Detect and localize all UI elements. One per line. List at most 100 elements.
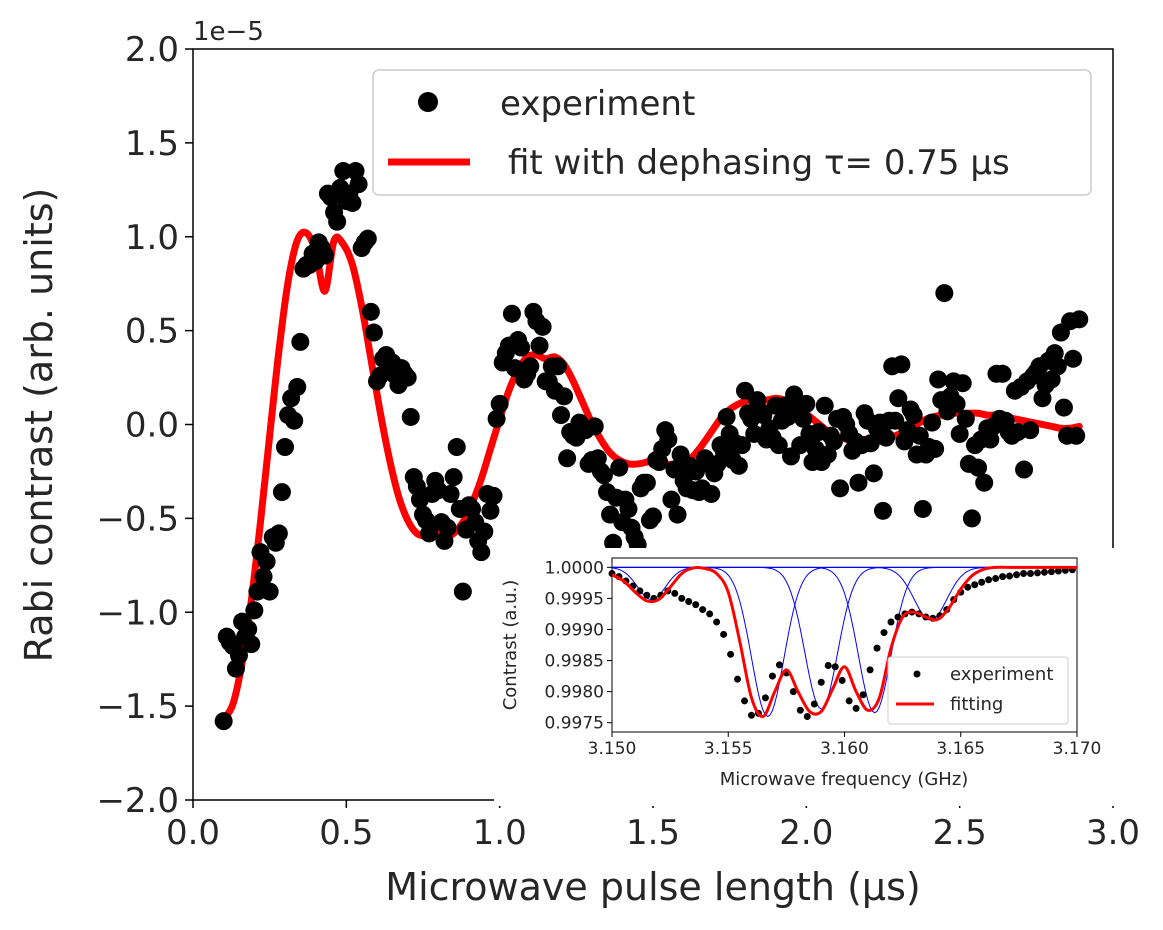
- main-data-point: [245, 601, 264, 620]
- main-data-point: [371, 366, 390, 385]
- main-data-point: [276, 438, 294, 457]
- inset-data-point: [873, 644, 881, 652]
- main-data-point: [861, 434, 880, 453]
- main-data-point: [736, 381, 754, 400]
- main-y-axis-label: Rabi contrast (arb. units): [17, 188, 61, 663]
- main-y-tick-label: 0.5: [125, 312, 179, 352]
- inset-data-point: [720, 630, 728, 638]
- main-data-point: [892, 355, 911, 374]
- inset-legend-label-experiment: experiment: [950, 664, 1053, 685]
- inset-data-point: [636, 587, 644, 595]
- inset-y-axis-label: Contrast (a.u.): [500, 580, 521, 711]
- inset-data-point: [803, 712, 811, 720]
- main-data-point: [472, 543, 491, 562]
- main-data-point: [969, 458, 988, 477]
- main-data-point: [420, 524, 439, 543]
- main-y-tick-label: 2.0: [125, 30, 179, 70]
- main-data-point: [594, 466, 613, 485]
- inset-data-point: [831, 663, 839, 671]
- inset-data-point: [1006, 572, 1014, 580]
- main-data-point: [475, 522, 494, 541]
- main-data-point: [444, 468, 463, 487]
- main-data-point: [401, 407, 420, 426]
- main-data-point: [272, 483, 291, 502]
- main-data-point: [398, 368, 417, 387]
- inset-fitting-curve: [611, 565, 1077, 718]
- main-y-tick-label: 0.0: [125, 406, 179, 446]
- inset-y-tick-label: 0.9995: [545, 589, 604, 609]
- main-data-point: [453, 582, 472, 601]
- main-data-point: [874, 501, 892, 520]
- inset-x-tick-label: 3.165: [936, 739, 985, 759]
- main-data-point: [315, 246, 334, 265]
- main-data-point: [502, 304, 521, 323]
- main-y-tick-label: 1.5: [125, 124, 179, 164]
- inset-data-point: [748, 711, 755, 719]
- inset-data-point: [789, 688, 797, 696]
- inset-data-point: [985, 576, 993, 584]
- main-data-point: [1064, 349, 1083, 368]
- inset-data-point: [838, 676, 846, 684]
- main-data-point: [729, 456, 748, 475]
- main-x-tick-label: 0.5: [319, 813, 373, 853]
- main-x-tick-label: 1.0: [473, 813, 527, 853]
- main-y-tick-label: 1.0: [125, 218, 179, 258]
- main-data-point: [929, 370, 948, 389]
- main-legend-label-experiment: experiment: [500, 84, 695, 124]
- main-data-point: [447, 438, 466, 457]
- main-data-point: [288, 377, 307, 396]
- main-data-point: [358, 229, 377, 248]
- main-x-axis-label: Microwave pulse length (μs): [385, 865, 920, 909]
- inset-data-point: [817, 678, 825, 686]
- main-data-point: [702, 484, 721, 503]
- main-data-point: [877, 428, 896, 447]
- main-data-point: [610, 458, 629, 477]
- main-data-point: [923, 413, 942, 432]
- main-legend-label-fit: fit with dephasing τ= 0.75 μs: [508, 143, 1010, 183]
- inset-data-point: [796, 706, 804, 714]
- inset-data-point: [1033, 569, 1041, 577]
- inset-data-point: [761, 694, 769, 702]
- inset-data-point: [775, 661, 783, 669]
- main-data-point: [1021, 421, 1040, 440]
- main-data-point: [950, 424, 969, 443]
- inset-x-tick-label: 3.170: [1053, 739, 1102, 759]
- inset-data-point: [678, 594, 686, 602]
- main-data-point: [1048, 357, 1067, 376]
- main-data-point: [349, 175, 368, 194]
- inset-data-point: [706, 610, 714, 618]
- main-data-point: [364, 323, 383, 342]
- main-data-point: [269, 524, 288, 543]
- main-data-point: [242, 635, 261, 654]
- inset-data-point: [999, 573, 1007, 581]
- inset-data-point: [1013, 571, 1021, 579]
- main-data-point: [886, 411, 905, 430]
- main-x-tick-label: 1.5: [626, 813, 680, 853]
- inset-data-point: [671, 589, 679, 597]
- inset-data-point: [810, 700, 818, 708]
- main-data-point: [1067, 426, 1086, 445]
- inset-x-tick-label: 3.150: [588, 739, 637, 759]
- main-data-point: [769, 436, 788, 455]
- main-data-point: [257, 552, 276, 571]
- inset-data-point: [964, 583, 972, 591]
- main-data-point: [438, 518, 457, 537]
- main-data-point: [962, 509, 981, 528]
- inset-data-point: [880, 629, 888, 637]
- main-data-point: [487, 409, 506, 428]
- inset-ticks: 3.150 3.155 3.160 3.165 3.170 0.9975 0.9980 0.9…: [545, 558, 1102, 759]
- inset-data-point: [1020, 570, 1028, 578]
- main-data-point: [953, 374, 972, 393]
- inset-data-point: [1027, 570, 1034, 578]
- main-data-point: [484, 486, 503, 505]
- main-data-point: [285, 411, 304, 430]
- inset-data-point: [741, 697, 749, 705]
- main-data-point: [239, 620, 258, 639]
- main-data-point: [548, 357, 567, 376]
- main-x-tick-label: 0.0: [166, 813, 220, 853]
- main-data-point: [993, 364, 1012, 383]
- main-x-tick-label: 2.0: [779, 813, 833, 853]
- main-data-point: [214, 712, 233, 731]
- main-data-point: [956, 409, 975, 428]
- main-data-point: [328, 212, 347, 231]
